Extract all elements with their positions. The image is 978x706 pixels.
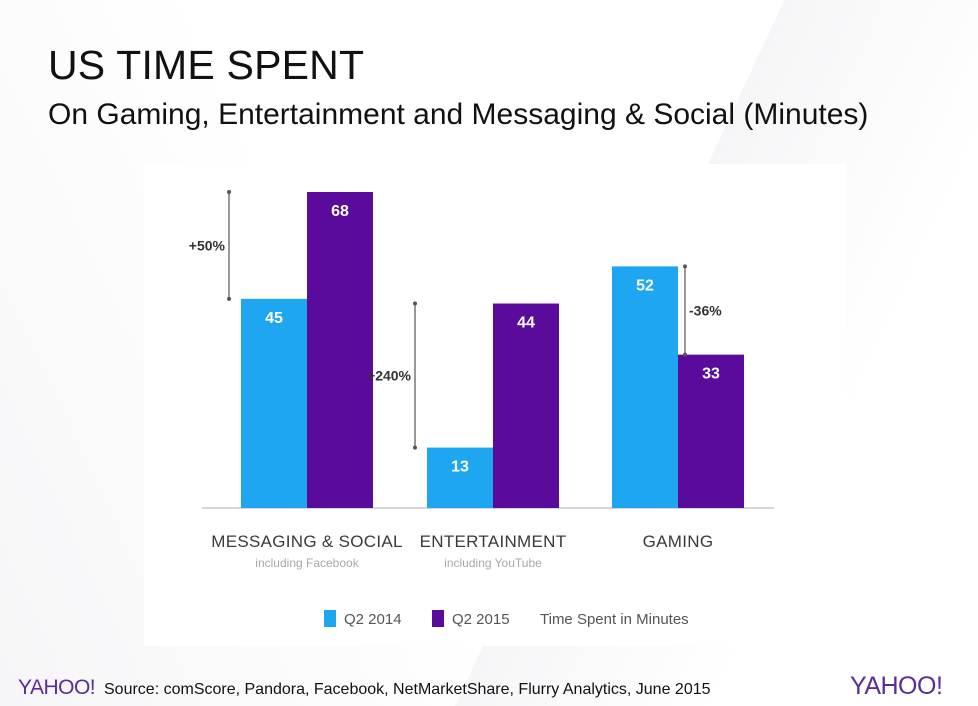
data-label: 45 bbox=[265, 310, 283, 327]
data-label: 68 bbox=[331, 203, 349, 220]
change-bracket-dot bbox=[227, 296, 231, 301]
data-label: 52 bbox=[636, 277, 654, 294]
change-bracket-dot bbox=[227, 190, 231, 194]
bar-q2-2015 bbox=[678, 354, 744, 508]
change-bracket-dot bbox=[413, 301, 417, 306]
category-label: GAMING bbox=[643, 532, 714, 551]
legend-swatch-q2-2015 bbox=[432, 610, 444, 627]
yahoo-logo-right: YAHOO! bbox=[850, 672, 943, 700]
bar-q2-2014 bbox=[612, 266, 678, 508]
change-bracket-dot bbox=[683, 352, 687, 357]
data-label: 13 bbox=[451, 459, 469, 476]
category-note: including Facebook bbox=[255, 556, 359, 570]
change-label: -36% bbox=[689, 303, 722, 319]
change-label: +50% bbox=[189, 237, 226, 253]
legend-label: Q2 2014 bbox=[344, 611, 402, 628]
bar-q2-2015 bbox=[493, 303, 559, 508]
slide-title: US TIME SPENT bbox=[48, 42, 365, 88]
bar-q2-2014 bbox=[241, 298, 307, 508]
bar-q2-2015 bbox=[307, 192, 373, 508]
bar-chart: 45 68 +50% MESSAGING & SOCIAL including Face… bbox=[189, 190, 774, 628]
data-label: 33 bbox=[702, 366, 720, 383]
change-label: +240% bbox=[367, 368, 412, 384]
legend-swatch-q2-2014 bbox=[324, 610, 336, 627]
legend-unit-label: Time Spent in Minutes bbox=[540, 611, 689, 628]
category-label: MESSAGING & SOCIAL bbox=[211, 532, 403, 551]
data-label: 44 bbox=[517, 315, 535, 332]
source-note: Source: comScore, Pandora, Facebook, Net… bbox=[104, 681, 711, 698]
change-bracket-dot bbox=[683, 264, 687, 269]
change-bracket-dot bbox=[413, 445, 417, 450]
legend-label: Q2 2015 bbox=[452, 611, 510, 628]
yahoo-logo-left: YAHOO! bbox=[18, 676, 96, 699]
chart-panel: 45 68 +50% MESSAGING & SOCIAL including Face… bbox=[144, 164, 846, 646]
category-note: including YouTube bbox=[444, 556, 542, 570]
slide-subtitle: On Gaming, Entertainment and Messaging &… bbox=[48, 98, 869, 131]
bar-q2-2014 bbox=[427, 447, 493, 508]
category-label: ENTERTAINMENT bbox=[420, 532, 567, 551]
